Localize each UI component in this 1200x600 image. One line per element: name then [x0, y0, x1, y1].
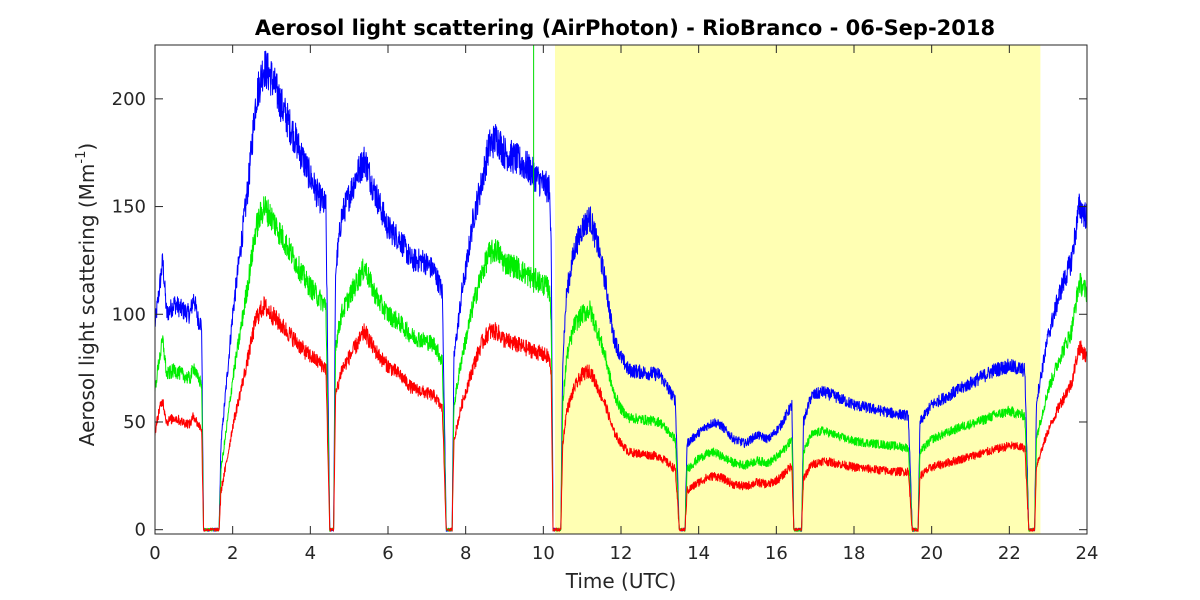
series-line-3 — [154, 296, 1088, 532]
x-tick-label: 8 — [460, 543, 471, 564]
y-tick-label: 0 — [135, 520, 146, 541]
y-axis-label-sup: -1 — [74, 151, 89, 164]
series-line-2 — [154, 196, 1088, 532]
chart-title: Aerosol light scattering (AirPhoton) - R… — [255, 16, 995, 40]
x-tick-label: 18 — [843, 543, 866, 564]
series-layer — [154, 50, 1088, 532]
x-tick-label: 10 — [532, 543, 555, 564]
x-ticks: 0 2 4 6 8 10 12 14 16 18 20 22 24 — [149, 45, 1098, 564]
x-tick-label: 22 — [998, 543, 1021, 564]
x-tick-label: 12 — [610, 543, 633, 564]
x-tick-label: 16 — [765, 543, 788, 564]
y-axis-label-main: Aerosol light scattering (Mm — [75, 164, 99, 447]
x-tick-label: 2 — [227, 543, 238, 564]
x-tick-label: 0 — [149, 543, 160, 564]
x-tick-label: 24 — [1076, 543, 1099, 564]
y-ticks: 0 50 100 150 200 — [112, 89, 1087, 541]
y-tick-label: 150 — [112, 197, 146, 218]
y-axis-label: Aerosol light scattering (Mm-1) — [74, 143, 99, 446]
x-tick-label: 4 — [305, 543, 316, 564]
y-tick-label: 50 — [123, 412, 146, 433]
x-tick-label: 14 — [687, 543, 710, 564]
y-tick-label: 200 — [112, 89, 146, 110]
highlight-band — [554, 45, 1041, 534]
x-axis-label: Time (UTC) — [565, 569, 677, 593]
series-line-1 — [154, 50, 1088, 532]
x-tick-label: 6 — [382, 543, 393, 564]
x-tick-label: 20 — [920, 543, 943, 564]
y-axis-label-end: ) — [75, 143, 99, 151]
y-tick-label: 100 — [112, 304, 146, 325]
